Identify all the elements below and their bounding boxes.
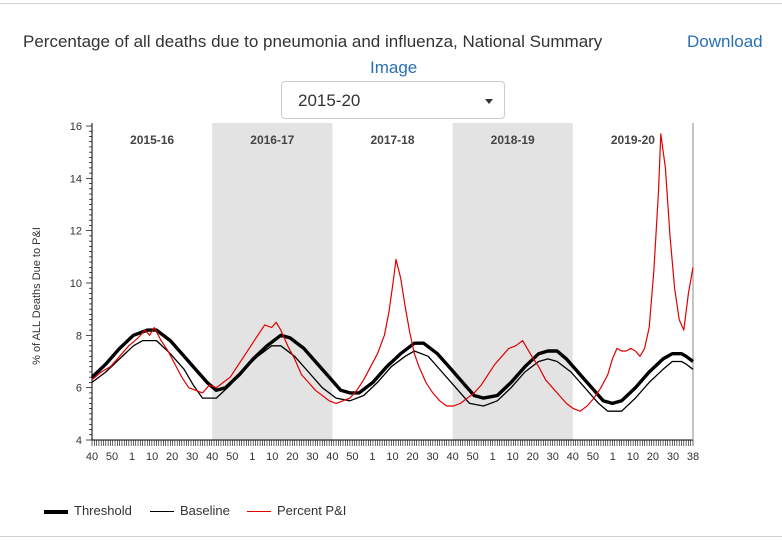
axes: 4 6 8 10 12 14 16 40 50 1 10 20 30 40 50 1 10 20 30 40 50 1 10…: [70, 121, 699, 463]
chevron-down-icon: [485, 99, 493, 104]
x-tick-label: 30: [186, 451, 198, 463]
legend-label-percent: Percent P&I: [277, 503, 347, 518]
x-tick-label: 30: [306, 451, 318, 463]
season-label: 2017-18: [370, 133, 414, 147]
legend-item-threshold: Threshold: [44, 503, 132, 518]
y-axis-label: % of ALL Deaths Due to P&I: [31, 227, 43, 365]
y-tick-label: 12: [70, 226, 82, 238]
season-label: 2015-16: [130, 133, 174, 147]
x-tick-label: 30: [547, 451, 559, 463]
top-border: [0, 3, 782, 4]
season-label: 2016-17: [250, 133, 294, 147]
series-points: [91, 133, 693, 412]
y-tick-label: 8: [76, 330, 82, 342]
x-tick-label: 40: [86, 451, 98, 463]
x-tick-label: 50: [467, 451, 479, 463]
y-tick-label: 10: [70, 278, 82, 290]
season-select-value: 2015-20: [298, 91, 361, 110]
legend-label-baseline: Baseline: [180, 503, 230, 518]
x-tick-label: 20: [647, 451, 659, 463]
x-tick-label: 50: [346, 451, 358, 463]
season-label: 2019-20: [611, 133, 655, 147]
y-tick-label: 16: [70, 121, 82, 133]
x-tick-label: 1: [610, 451, 616, 463]
x-tick-label: 10: [386, 451, 398, 463]
legend-item-baseline: Baseline: [150, 503, 230, 518]
x-tick-label: 10: [507, 451, 519, 463]
percent-swatch: [247, 510, 271, 513]
legend-label-threshold: Threshold: [74, 503, 132, 518]
download-image-link-continuation[interactable]: Image: [370, 58, 418, 77]
x-tick-label: 40: [206, 451, 218, 463]
x-tick-label: 10: [266, 451, 278, 463]
series-line-percent-p-i: [91, 133, 694, 412]
baseline-swatch: [150, 510, 174, 513]
y-tick-label: 6: [76, 383, 82, 395]
x-tick-label: 10: [627, 451, 639, 463]
x-tick-label: 50: [587, 451, 599, 463]
x-tick-label: 10: [146, 451, 158, 463]
x-tick-label: 1: [249, 451, 255, 463]
season-select[interactable]: 2015-20: [281, 81, 505, 119]
x-tick-label: 40: [567, 451, 579, 463]
x-tick-label: 40: [446, 451, 458, 463]
x-tick-label: 50: [226, 451, 238, 463]
y-tick-label: 4: [76, 435, 82, 447]
x-tick-label: 50: [106, 451, 118, 463]
season-labels: 2015-16 2016-17 2017-18 2018-19 2019-20: [130, 133, 655, 147]
x-tick-label: 1: [129, 451, 135, 463]
x-tick-label: 30: [667, 451, 679, 463]
legend-item-percent: Percent P&I: [247, 503, 346, 518]
x-tick-label: 30: [426, 451, 438, 463]
x-tick-label: 20: [406, 451, 418, 463]
season-band: [212, 123, 333, 440]
series-line-baseline: [91, 339, 694, 412]
x-tick-label: 38: [687, 451, 699, 463]
y-tick-label: 14: [70, 173, 82, 185]
x-tick-label: 1: [369, 451, 375, 463]
series-lines: [90, 133, 695, 412]
bottom-border: [0, 536, 782, 537]
download-image-link[interactable]: Download: [687, 32, 763, 51]
x-tick-label: 20: [166, 451, 178, 463]
x-tick-label: 1: [490, 451, 496, 463]
series-line-threshold: [90, 328, 695, 406]
pi-mortality-chart: 2015-16 2016-17 2017-18 2018-19 2019-20 4 6 8 1…: [31, 121, 699, 463]
x-tick-label: 20: [527, 451, 539, 463]
x-tick-label: 20: [286, 451, 298, 463]
season-label: 2018-19: [491, 133, 535, 147]
chart-heading: Percentage of all deaths due to pneumoni…: [23, 32, 603, 51]
season-bands: [212, 123, 573, 440]
threshold-swatch: [44, 509, 68, 514]
x-tick-label: 40: [326, 451, 338, 463]
